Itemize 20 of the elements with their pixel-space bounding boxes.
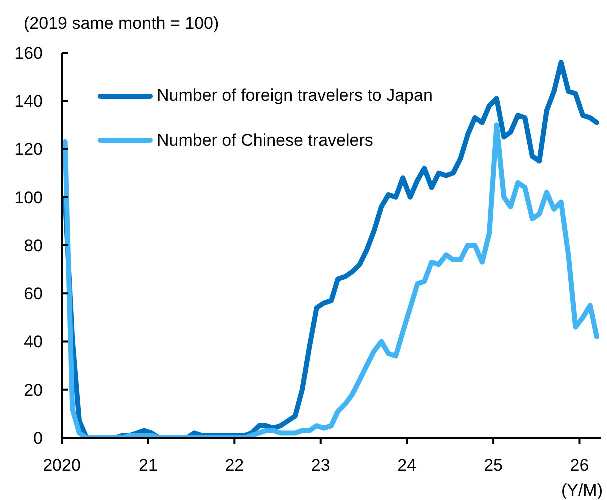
- legend-label: Number of foreign travelers to Japan: [157, 86, 433, 106]
- y-tick-label: 140: [14, 92, 43, 112]
- x-tick-label: 21: [138, 456, 158, 476]
- x-axis-title: (Y/M): [561, 481, 603, 500]
- x-tick-label: 22: [225, 456, 244, 476]
- x-tick-label: 2020: [43, 456, 81, 476]
- x-tick-label: 24: [398, 456, 417, 476]
- y-tick-label: 100: [14, 188, 43, 208]
- y-tick-label: 120: [14, 140, 43, 160]
- y-tick-label: 40: [24, 332, 43, 352]
- y-tick-label: 160: [14, 44, 43, 63]
- y-tick-label: 0: [34, 428, 43, 448]
- x-tick-label: 26: [570, 456, 590, 476]
- legend-label: Number of Chinese travelers: [157, 130, 374, 151]
- y-tick-label: 60: [24, 284, 43, 304]
- x-tick-label: 25: [484, 456, 503, 476]
- y-axis-title: (2019 same month = 100): [24, 14, 220, 33]
- y-tick-label: 80: [24, 236, 43, 256]
- y-tick-label: 20: [24, 380, 43, 400]
- x-tick-label: 23: [311, 456, 330, 476]
